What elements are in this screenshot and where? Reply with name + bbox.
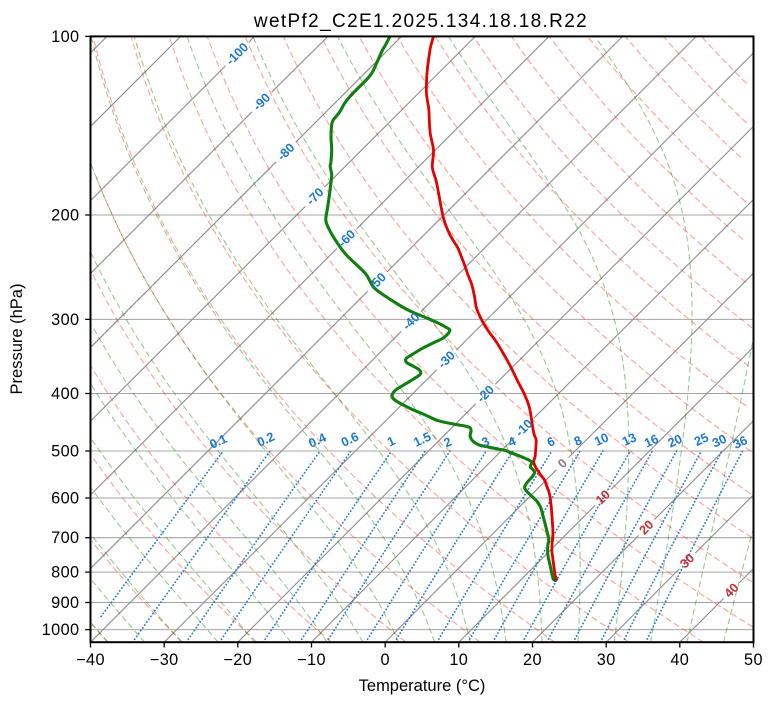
svg-text:500: 500 bbox=[51, 443, 79, 461]
svg-text:100: 100 bbox=[51, 28, 79, 46]
svg-text:700: 700 bbox=[51, 529, 79, 547]
svg-text:−30: −30 bbox=[150, 651, 179, 669]
svg-text:−40: −40 bbox=[76, 651, 105, 669]
svg-text:0.1: 0.1 bbox=[207, 432, 229, 452]
svg-text:1000: 1000 bbox=[42, 621, 80, 639]
svg-text:30: 30 bbox=[597, 651, 616, 669]
svg-text:13: 13 bbox=[620, 430, 639, 449]
svg-text:36: 36 bbox=[731, 433, 750, 452]
svg-text:wetPf2_C2E1.2025.134.18.18.R22: wetPf2_C2E1.2025.134.18.18.R22 bbox=[253, 11, 588, 32]
svg-text:50: 50 bbox=[744, 651, 763, 669]
svg-text:Pressure (hPa): Pressure (hPa) bbox=[8, 284, 26, 395]
svg-text:−10: −10 bbox=[297, 651, 326, 669]
svg-text:10: 10 bbox=[592, 430, 611, 449]
svg-text:600: 600 bbox=[51, 490, 79, 508]
svg-text:20: 20 bbox=[523, 651, 542, 669]
svg-text:−20: −20 bbox=[223, 651, 252, 669]
svg-text:Temperature (°C): Temperature (°C) bbox=[359, 677, 486, 695]
svg-text:300: 300 bbox=[51, 311, 79, 329]
svg-text:900: 900 bbox=[51, 594, 79, 612]
svg-text:25: 25 bbox=[692, 430, 711, 449]
svg-text:0.2: 0.2 bbox=[255, 430, 277, 450]
svg-text:16: 16 bbox=[642, 432, 661, 451]
svg-text:20: 20 bbox=[666, 432, 685, 451]
svg-text:200: 200 bbox=[51, 207, 79, 225]
svg-text:800: 800 bbox=[51, 564, 79, 582]
svg-text:0: 0 bbox=[380, 651, 389, 669]
svg-text:0.4: 0.4 bbox=[307, 431, 329, 451]
svg-text:40: 40 bbox=[670, 651, 689, 669]
svg-text:10: 10 bbox=[449, 651, 468, 669]
svg-text:30: 30 bbox=[710, 432, 729, 451]
svg-text:1.5: 1.5 bbox=[411, 430, 433, 450]
svg-text:400: 400 bbox=[51, 385, 79, 403]
svg-text:0.6: 0.6 bbox=[339, 430, 361, 450]
